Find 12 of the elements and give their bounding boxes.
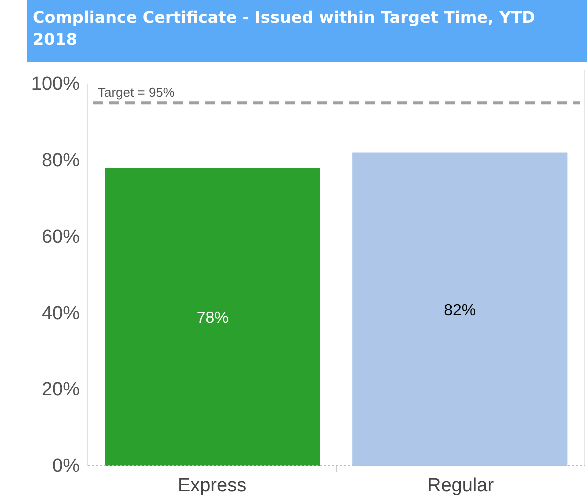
x-tick-label: Regular	[427, 475, 495, 496]
y-tick-label: 20%	[42, 380, 80, 401]
x-tick-label: Express	[178, 475, 247, 496]
y-tick-label: 80%	[42, 150, 80, 172]
y-tick-label: 60%	[42, 226, 80, 248]
data-label: 78%	[196, 310, 229, 328]
data-label: 82%	[444, 302, 476, 320]
y-tick-label: 0%	[52, 456, 80, 478]
ref-line-label: Target = 95%	[98, 85, 176, 100]
chart-title: Compliance Certificate - Issued within Target Time, YTD 2018	[33, 8, 536, 49]
y-tick-label: 100%	[31, 74, 80, 96]
y-tick-label: 40%	[42, 303, 80, 324]
